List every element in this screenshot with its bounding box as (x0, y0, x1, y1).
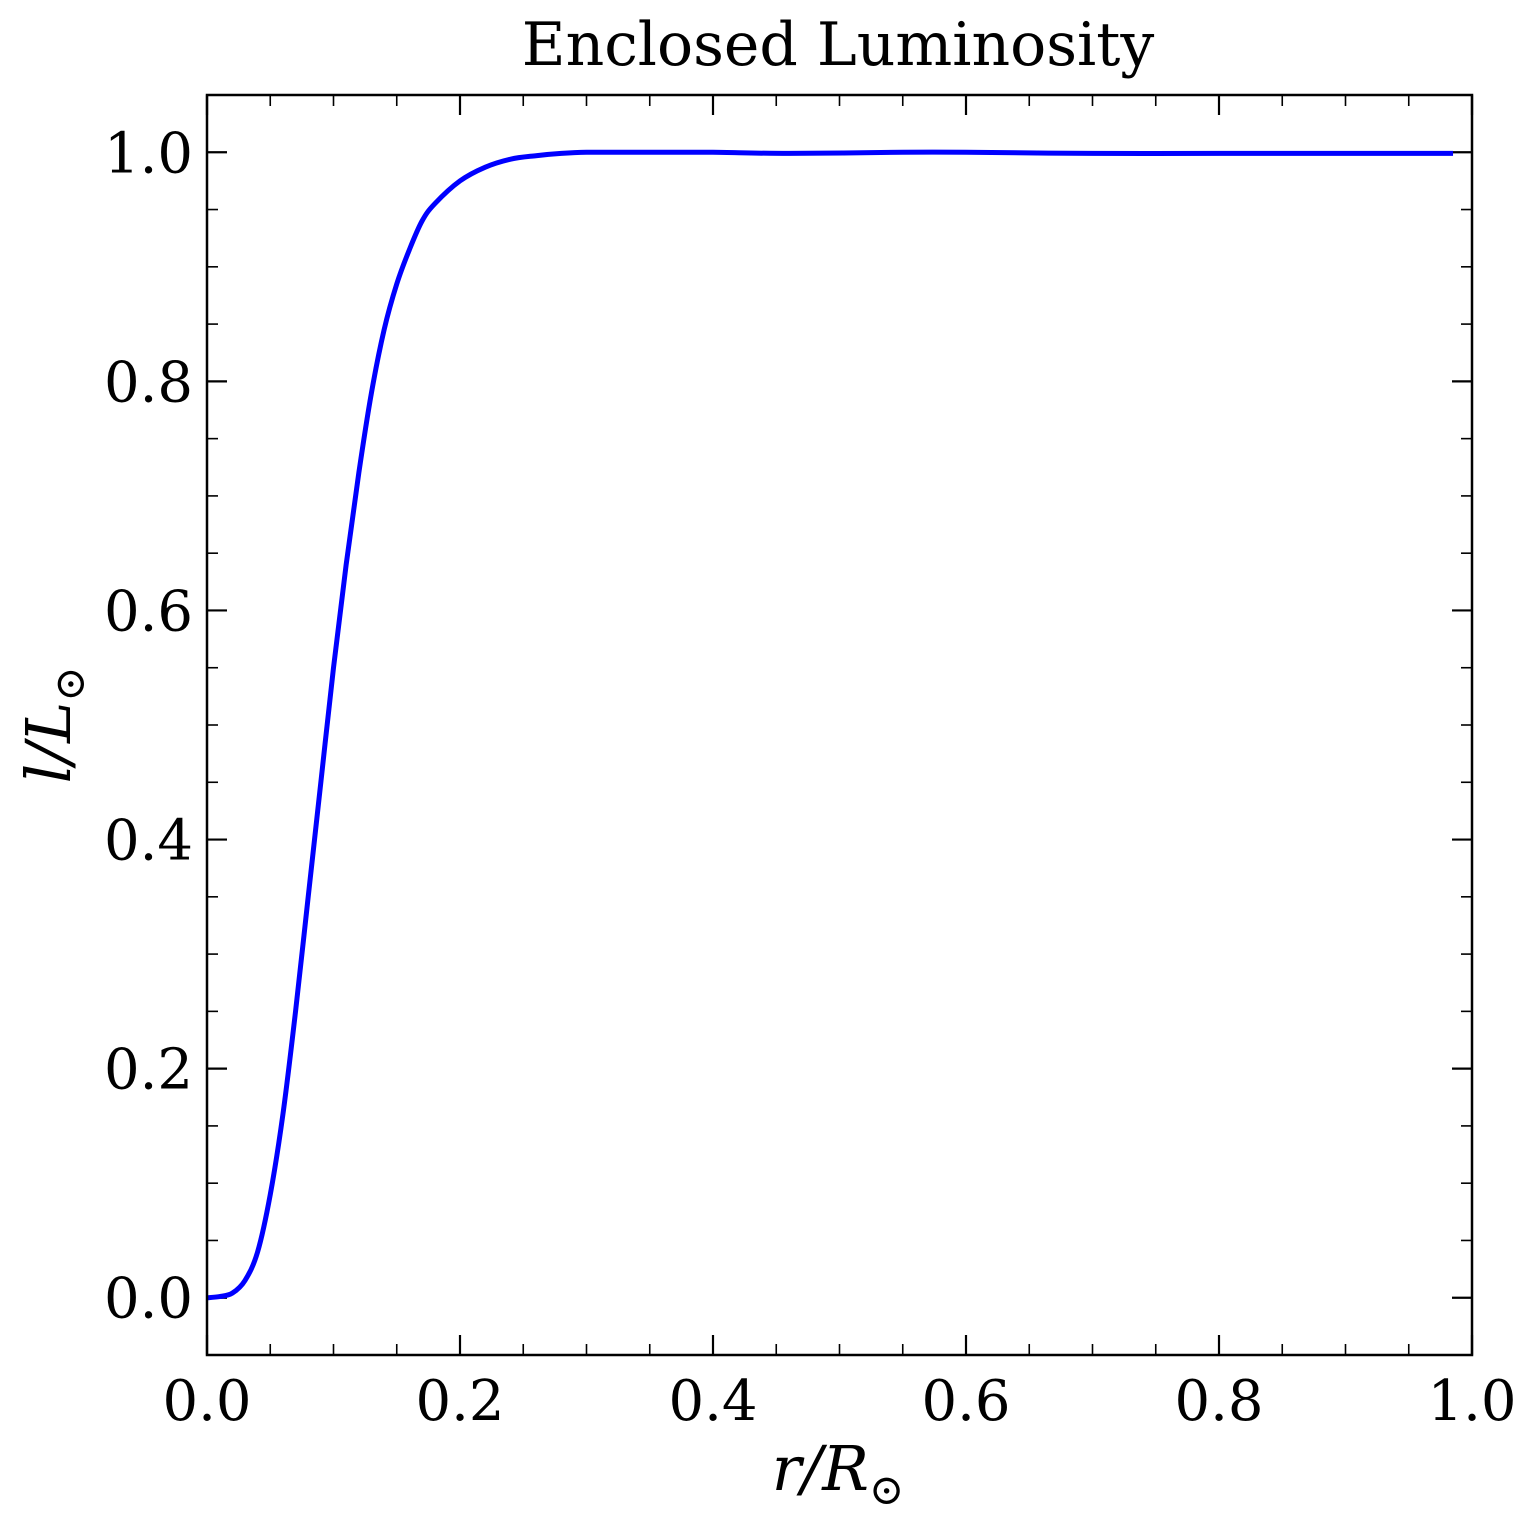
x-tick-label: 0.0 (162, 1369, 251, 1434)
luminosity-curve (206, 149, 1454, 1301)
y-tick-label: 0.2 (104, 1038, 193, 1103)
chart-title: Enclosed Luminosity (522, 10, 1155, 80)
x-tick-label: 0.2 (415, 1369, 504, 1434)
plot-frame (205, 93, 1474, 1357)
y-axis-label-base: l/L (12, 702, 85, 784)
x-tick-label: 0.6 (921, 1369, 1010, 1434)
y-tick-label: 0.4 (104, 809, 193, 874)
y-tick-label: 0.8 (104, 350, 193, 415)
y-axis-label-subscript: ⊙ (45, 666, 94, 701)
x-tick-label: 0.4 (668, 1369, 757, 1434)
y-axis-label: l/L⊙ (12, 666, 94, 783)
x-axis-label-subscript: ⊙ (869, 1465, 904, 1514)
tick-labels: 0.0 0.2 0.4 0.6 0.8 1.0 0.0 0.2 0.4 0.6 0.8 1.0 (104, 121, 1517, 1434)
x-axis-label: r/R⊙ (772, 1432, 904, 1514)
y-tick-label: 0.6 (104, 579, 193, 644)
y-tick-label: 1.0 (104, 121, 193, 186)
x-tick-label: 1.0 (1427, 1369, 1516, 1434)
x-tick-label: 0.8 (1174, 1369, 1263, 1434)
y-tick-label: 0.0 (104, 1267, 193, 1332)
x-axis-label-base: r/R (772, 1432, 869, 1505)
